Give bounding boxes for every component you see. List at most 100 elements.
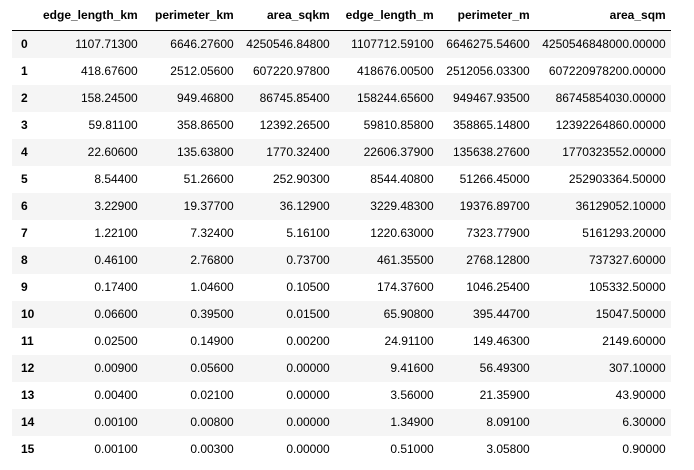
table-cell: 252903364.50000 (568, 172, 666, 186)
table-cell: 149.46300 (472, 334, 530, 348)
table-cell: 65.90800 (383, 307, 434, 321)
table-cell: 252.90300 (272, 172, 330, 186)
table-cell: 0.17400 (94, 280, 138, 294)
table-cell: 135638.27600 (452, 145, 530, 159)
table-row: 6 3.22900 19.37700 36.12900 3229.48300 19376.… (12, 192, 671, 220)
table-cell: 0.00100 (94, 442, 138, 456)
table-cell: 0.00800 (190, 415, 234, 429)
table-row: 2 158.24500 949.46800 86745.85400 158244.656… (12, 84, 671, 112)
table-cell: 1107.71300 (75, 37, 138, 52)
table-cell: 9.41600 (390, 361, 434, 375)
table-cell: 1.04600 (190, 280, 234, 294)
table-cell: 2512.05600 (170, 64, 234, 78)
table-cell: 3.22900 (94, 199, 138, 213)
column-header: edge_length_km (38, 0, 143, 31)
table-cell: 0.02100 (190, 388, 234, 402)
table-row: 7 1.22100 7.32400 5.16100 1220.63000 7323.779… (12, 219, 671, 247)
table-cell: 607220.97800 (252, 64, 330, 78)
table-cell: 4250546.84800 (246, 37, 330, 52)
table-cell: 0.10500 (286, 280, 330, 294)
table-row: 0 1107.71300 6646.27600 4250546.84800 110771… (12, 30, 671, 58)
table-cell: 8544.40800 (370, 172, 434, 186)
dataframe-table: edge_length_km perimeter_km area_sqkm ed… (12, 0, 671, 463)
table-cell: 949.46800 (176, 91, 234, 105)
table-header: edge_length_km perimeter_km area_sqkm ed… (12, 0, 671, 31)
table-cell: 105332.50000 (588, 280, 666, 294)
table-row: 11 0.02500 0.14900 0.00200 24.91100 149.46300… (12, 327, 671, 355)
table-cell: 0.00900 (94, 361, 138, 375)
table-row: 4 22.60600 135.63800 1770.32400 22606.37900 1… (12, 138, 671, 166)
table-cell: 0.46100 (94, 253, 138, 267)
table-cell: 0.39500 (190, 307, 234, 321)
row-index: 9 (21, 280, 28, 294)
table-cell: 19376.89700 (459, 199, 530, 213)
table-cell: 158.24500 (80, 91, 138, 105)
table-cell: 395.44700 (472, 307, 530, 321)
table-row: 10 0.06600 0.39500 0.01500 65.90800 395.44700… (12, 300, 671, 328)
row-index: 11 (21, 334, 34, 348)
table-row: 8 0.46100 2.76800 0.73700 461.35500 2768.1280… (12, 246, 671, 274)
table-cell: 461.35500 (376, 253, 434, 267)
row-index: 14 (21, 415, 35, 429)
table-cell: 0.00400 (94, 388, 138, 402)
row-index: 13 (21, 388, 35, 402)
table-cell: 0.02500 (94, 334, 138, 348)
table-cell: 358865.14800 (452, 118, 530, 132)
table-row: 13 0.00400 0.02100 0.00000 3.56000 21.35900 43… (12, 381, 671, 409)
table-cell: 22.60600 (87, 145, 138, 159)
table-row: 1 418.67600 2512.05600 607220.97800 418676.0… (12, 57, 671, 85)
column-header: perimeter_m (438, 0, 535, 31)
table-cell: 19.37700 (183, 199, 234, 213)
table-cell: 1046.25400 (466, 280, 530, 294)
table-cell: 0.51000 (390, 442, 434, 456)
table-cell: 7323.77900 (466, 226, 530, 240)
column-header: edge_length_m (334, 0, 439, 31)
table-cell: 22606.37900 (363, 145, 434, 159)
table-cell: 0.00100 (94, 415, 138, 429)
table-cell: 307.10000 (608, 361, 666, 375)
table-cell: 6646.27600 (170, 37, 234, 52)
table-cell: 8.09100 (486, 415, 530, 429)
table-cell: 174.37600 (376, 280, 434, 294)
header-row: edge_length_km perimeter_km area_sqkm ed… (12, 0, 671, 31)
table-cell: 0.00200 (286, 334, 330, 348)
table-cell: 43.90000 (615, 388, 666, 402)
index-header (12, 0, 38, 31)
table-cell: 0.00000 (286, 415, 330, 429)
row-index: 3 (21, 118, 28, 132)
table-cell: 36.12900 (279, 199, 330, 213)
row-index: 4 (21, 145, 28, 159)
table-cell: 2768.12800 (466, 253, 530, 267)
table-cell: 0.14900 (190, 334, 234, 348)
table-cell: 949467.93500 (452, 91, 530, 105)
table-cell: 0.00000 (286, 388, 330, 402)
table-cell: 1.34900 (390, 415, 434, 429)
table-cell: 1220.63000 (370, 226, 434, 240)
table-cell: 0.00000 (286, 442, 330, 456)
table-row: 14 0.00100 0.00800 0.00000 1.34900 8.09100 6.3… (12, 408, 671, 436)
table-cell: 0.01500 (286, 307, 330, 321)
column-header: area_sqkm (238, 0, 335, 31)
table-cell: 5161293.20000 (582, 226, 666, 240)
table-cell: 24.91100 (384, 334, 434, 348)
table-cell: 3229.48300 (370, 199, 434, 213)
table-cell: 56.49300 (479, 361, 530, 375)
row-index: 7 (21, 226, 28, 240)
table-row: 12 0.00900 0.05600 0.00000 9.41600 56.49300 30… (12, 354, 671, 382)
table-cell: 2512056.03300 (446, 64, 530, 78)
table-cell: 5.16100 (286, 226, 330, 240)
row-index: 10 (21, 307, 35, 321)
table-cell: 3.05800 (486, 442, 530, 456)
table-cell: 6646275.54600 (446, 37, 530, 52)
table-cell: 15047.50000 (595, 307, 666, 321)
table-cell: 2.76800 (190, 253, 234, 267)
table-cell: 59.81100 (88, 118, 138, 132)
table-cell: 51.26600 (183, 172, 234, 186)
column-header: perimeter_km (142, 0, 239, 31)
table-cell: 8.54400 (94, 172, 138, 186)
table-row: 5 8.54400 51.26600 252.90300 8544.40800 51266… (12, 165, 671, 193)
table-cell: 12392.26500 (259, 118, 330, 132)
table-cell: 12392264860.00000 (555, 118, 666, 132)
table-cell: 418.67600 (80, 64, 138, 78)
row-index: 15 (21, 442, 35, 456)
